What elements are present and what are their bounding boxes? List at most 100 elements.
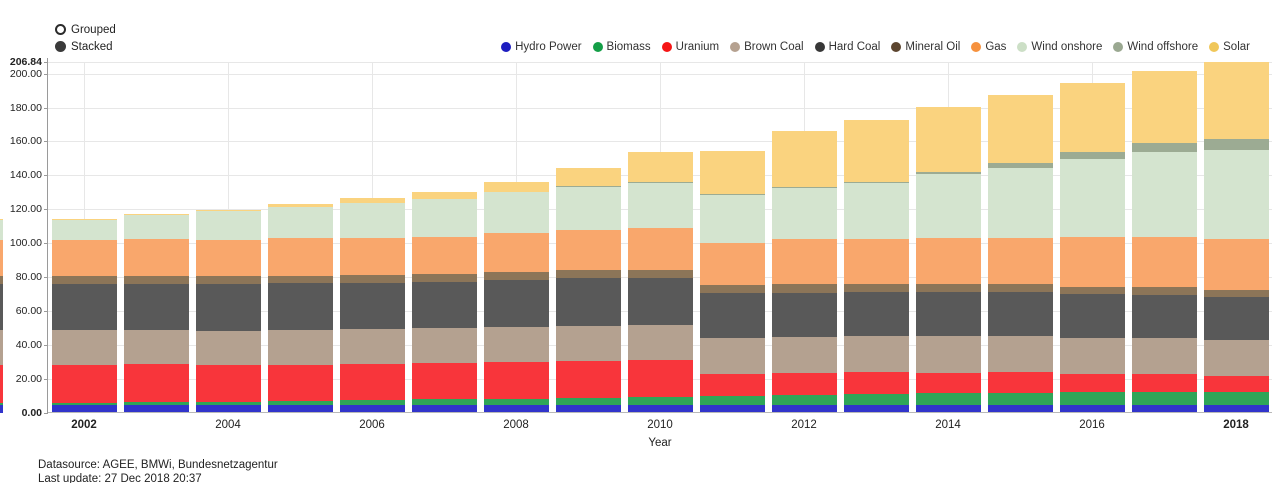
bar-2010-segment-wind-onshore[interactable] (627, 182, 693, 228)
bar-2013-segment-wind-onshore[interactable] (843, 182, 909, 239)
bar-2008-segment-biomass[interactable] (483, 398, 549, 405)
bar-2004-segment-biomass[interactable] (195, 401, 261, 405)
bar-2016-segment-mineral-oil[interactable] (1059, 286, 1125, 295)
bar-2007-segment-hard-coal[interactable] (411, 281, 477, 329)
bar-2018-segment-wind-offshore[interactable] (1203, 139, 1269, 150)
legend-item-biomass[interactable]: Biomass (592, 41, 651, 53)
bar-2012-segment-wind-offshore[interactable] (771, 186, 837, 188)
bar-2010-segment-hydro-power[interactable] (627, 404, 693, 413)
bar-2005-segment-hydro-power[interactable] (267, 404, 333, 413)
bar-2012-segment-hydro-power[interactable] (771, 404, 837, 413)
bar-2014-segment-brown-coal[interactable] (915, 336, 981, 373)
bar-2008-segment-wind-onshore[interactable] (483, 192, 549, 233)
bar-2011-segment-wind-onshore[interactable] (699, 194, 765, 244)
bar-2016-segment-biomass[interactable] (1059, 392, 1125, 405)
bar-2007-segment-biomass[interactable] (411, 399, 477, 405)
bar-2004-segment-mineral-oil[interactable] (195, 276, 261, 285)
bar-2015-segment-hydro-power[interactable] (987, 404, 1053, 413)
bar-2003-segment-biomass[interactable] (123, 402, 189, 405)
bar-2011-segment-hydro-power[interactable] (699, 404, 765, 413)
bar-2002-segment-uranium[interactable] (51, 364, 117, 403)
bar-2018-segment-brown-coal[interactable] (1203, 339, 1269, 376)
bar-2012-segment-mineral-oil[interactable] (771, 284, 837, 293)
bar-2007-segment-uranium[interactable] (411, 363, 477, 400)
bar-2008-segment-hydro-power[interactable] (483, 404, 549, 413)
bar-2010-segment-mineral-oil[interactable] (627, 269, 693, 279)
bar-2018-segment-solar[interactable] (1203, 62, 1269, 140)
bar-2015-segment-hard-coal[interactable] (987, 292, 1053, 337)
bar-2005-segment-wind-onshore[interactable] (267, 207, 333, 239)
bar-2003-segment-hydro-power[interactable] (123, 404, 189, 413)
legend-item-mineral-oil[interactable]: Mineral Oil (891, 41, 960, 53)
bar-2005-segment-brown-coal[interactable] (267, 330, 333, 365)
bar-2015-segment-wind-onshore[interactable] (987, 168, 1053, 239)
bar-2003-segment-hard-coal[interactable] (123, 283, 189, 330)
bar-2006-segment-gas[interactable] (339, 237, 405, 276)
bar-2015-segment-mineral-oil[interactable] (987, 284, 1053, 293)
bar-2002-segment-wind-onshore[interactable] (51, 219, 117, 241)
bar-2002-segment-mineral-oil[interactable] (51, 276, 117, 285)
bar-2009-segment-mineral-oil[interactable] (555, 269, 621, 279)
bar-2013-segment-hard-coal[interactable] (843, 292, 909, 337)
bar-2010-segment-brown-coal[interactable] (627, 324, 693, 361)
legend-item-uranium[interactable]: Uranium (661, 41, 719, 53)
bar-2004-segment-uranium[interactable] (195, 365, 261, 402)
bar-2012-segment-brown-coal[interactable] (771, 337, 837, 374)
bar-2009-segment-wind-onshore[interactable] (555, 186, 621, 230)
bar-2011-segment-uranium[interactable] (699, 373, 765, 396)
bar-2005-segment-gas[interactable] (267, 238, 333, 276)
stacked-radio[interactable]: Stacked (55, 38, 116, 55)
bar-2010-segment-gas[interactable] (627, 227, 693, 270)
bar-2006-segment-brown-coal[interactable] (339, 328, 405, 364)
bar-2018-segment-uranium[interactable] (1203, 375, 1269, 392)
bar-2014-segment-gas[interactable] (915, 238, 981, 285)
bar-2003-segment-gas[interactable] (123, 239, 189, 276)
bar-2017-segment-uranium[interactable] (1131, 373, 1197, 392)
bar-2011-segment-mineral-oil[interactable] (699, 284, 765, 294)
legend-item-hard-coal[interactable]: Hard Coal (814, 41, 880, 53)
bar-2007-segment-wind-onshore[interactable] (411, 199, 477, 238)
bar-2016-segment-wind-offshore[interactable] (1059, 152, 1125, 160)
bar-2010-segment-uranium[interactable] (627, 360, 693, 397)
bar-2012-segment-solar[interactable] (771, 130, 837, 187)
bar-2009-segment-hydro-power[interactable] (555, 404, 621, 413)
legend-item-wind-onshore[interactable]: Wind onshore (1017, 41, 1102, 53)
bar-2006-segment-solar[interactable] (339, 198, 405, 204)
legend-item-hydro-power[interactable]: Hydro Power (501, 41, 582, 53)
bar-2011-segment-solar[interactable] (699, 150, 765, 194)
bar-2012-segment-biomass[interactable] (771, 394, 837, 405)
bar-2005-segment-mineral-oil[interactable] (267, 275, 333, 284)
bar-2016-segment-brown-coal[interactable] (1059, 338, 1125, 375)
bar-2017-segment-gas[interactable] (1131, 237, 1197, 288)
bar-2007-segment-gas[interactable] (411, 237, 477, 274)
bar-2008-segment-solar[interactable] (483, 181, 549, 193)
bar-2017-segment-brown-coal[interactable] (1131, 337, 1197, 374)
bar-2006-segment-mineral-oil[interactable] (339, 275, 405, 284)
bar-2013-segment-wind-offshore[interactable] (843, 181, 909, 183)
bar-2011-segment-brown-coal[interactable] (699, 338, 765, 374)
bar-2010-segment-solar[interactable] (627, 151, 693, 183)
bar-2008-segment-brown-coal[interactable] (483, 327, 549, 363)
bar-2016-segment-hard-coal[interactable] (1059, 294, 1125, 339)
bar-2012-segment-uranium[interactable] (771, 373, 837, 395)
bar-2004-segment-gas[interactable] (195, 239, 261, 277)
bar-2013-segment-uranium[interactable] (843, 372, 909, 394)
bar-2018-segment-wind-onshore[interactable] (1203, 149, 1269, 240)
bar-2007-segment-solar[interactable] (411, 192, 477, 200)
bar-2013-segment-mineral-oil[interactable] (843, 284, 909, 293)
bar-2003-segment-uranium[interactable] (123, 364, 189, 403)
bar-2015-segment-brown-coal[interactable] (987, 336, 1053, 373)
legend-item-gas[interactable]: Gas (971, 41, 1006, 53)
bar-2015-segment-biomass[interactable] (987, 392, 1053, 405)
legend-item-wind-offshore[interactable]: Wind offshore (1113, 41, 1198, 53)
bar-2012-segment-hard-coal[interactable] (771, 292, 837, 338)
bar-2004-segment-brown-coal[interactable] (195, 330, 261, 366)
bar-2002-segment-brown-coal[interactable] (51, 330, 117, 365)
bar-2004-segment-wind-onshore[interactable] (195, 211, 261, 240)
bar-2005-segment-hard-coal[interactable] (267, 283, 333, 331)
bar-2002-segment-solar[interactable] (51, 219, 117, 220)
bar-2015-segment-gas[interactable] (987, 238, 1053, 285)
bar-2017-segment-hydro-power[interactable] (1131, 404, 1197, 413)
bar-2017-segment-biomass[interactable] (1131, 391, 1197, 405)
bar-2018-segment-hard-coal[interactable] (1203, 297, 1269, 340)
